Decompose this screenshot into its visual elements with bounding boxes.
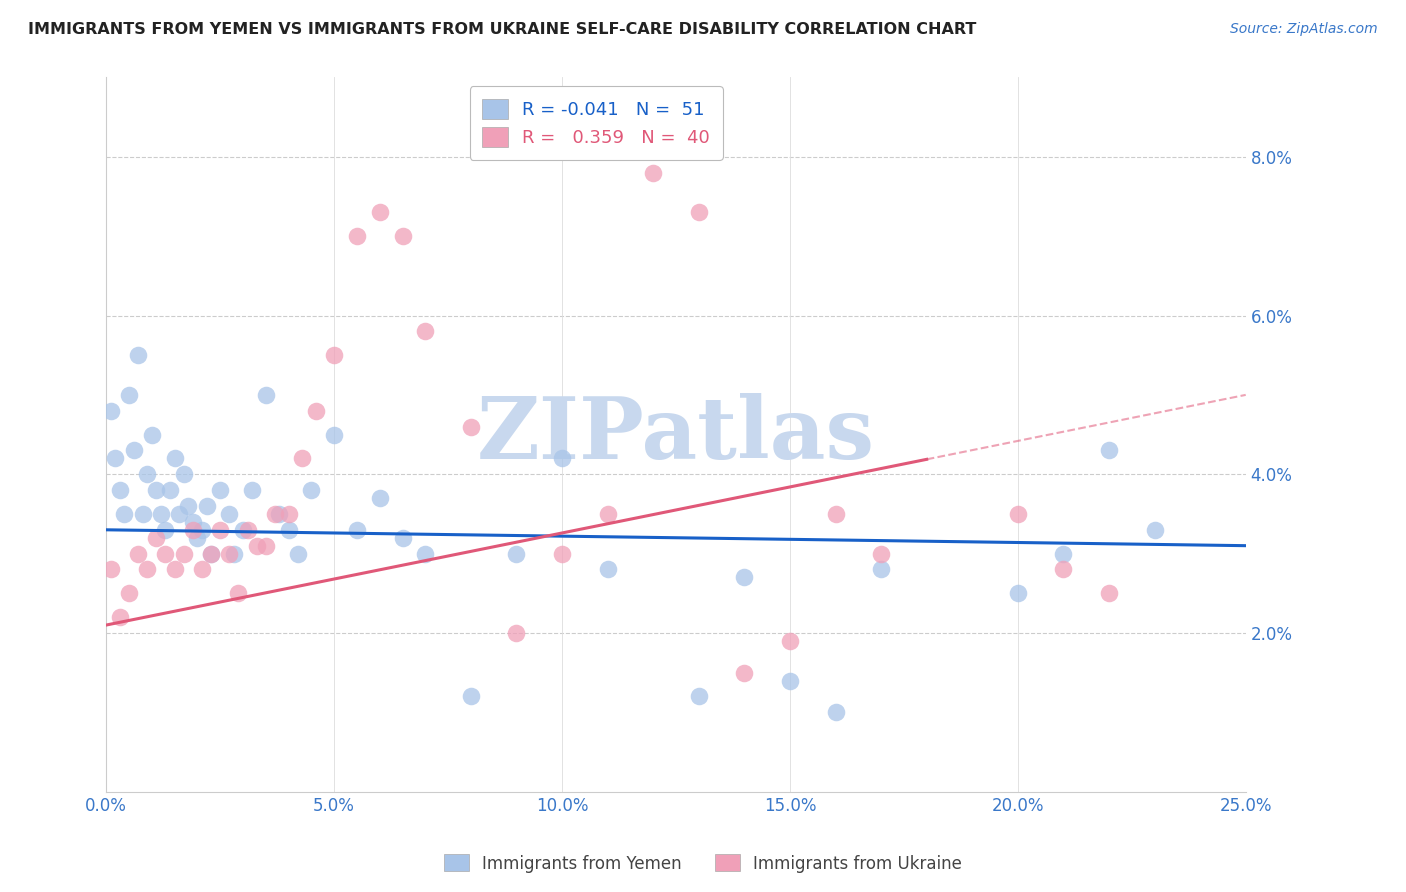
Point bbox=[688, 690, 710, 704]
Point bbox=[149, 507, 172, 521]
Point bbox=[779, 634, 801, 648]
Point bbox=[551, 451, 574, 466]
Point bbox=[173, 547, 195, 561]
Point bbox=[323, 427, 346, 442]
Point bbox=[155, 523, 177, 537]
Point bbox=[218, 547, 240, 561]
Point bbox=[127, 547, 149, 561]
Legend: R = -0.041   N =  51, R =   0.359   N =  40: R = -0.041 N = 51, R = 0.359 N = 40 bbox=[470, 87, 723, 160]
Point bbox=[264, 507, 287, 521]
Point bbox=[505, 547, 527, 561]
Point bbox=[1007, 507, 1029, 521]
Point bbox=[236, 523, 259, 537]
Point bbox=[413, 547, 436, 561]
Point bbox=[305, 403, 328, 417]
Point bbox=[1052, 547, 1074, 561]
Point bbox=[688, 205, 710, 219]
Point bbox=[228, 586, 250, 600]
Point bbox=[136, 467, 159, 482]
Point bbox=[246, 539, 269, 553]
Point bbox=[118, 586, 141, 600]
Text: ZIPatlas: ZIPatlas bbox=[477, 392, 875, 476]
Point bbox=[209, 523, 232, 537]
Point bbox=[145, 483, 167, 497]
Text: Source: ZipAtlas.com: Source: ZipAtlas.com bbox=[1230, 22, 1378, 37]
Point bbox=[824, 706, 846, 720]
Legend: Immigrants from Yemen, Immigrants from Ukraine: Immigrants from Yemen, Immigrants from U… bbox=[437, 847, 969, 880]
Point bbox=[323, 348, 346, 362]
Point bbox=[131, 507, 153, 521]
Point bbox=[643, 166, 665, 180]
Point bbox=[181, 523, 204, 537]
Point bbox=[108, 610, 131, 624]
Point bbox=[177, 499, 200, 513]
Point bbox=[127, 348, 149, 362]
Point bbox=[155, 547, 177, 561]
Point bbox=[191, 523, 214, 537]
Point bbox=[100, 562, 122, 576]
Point bbox=[346, 229, 368, 244]
Point bbox=[1098, 586, 1121, 600]
Point bbox=[200, 547, 222, 561]
Point bbox=[391, 531, 413, 545]
Point bbox=[368, 491, 391, 505]
Point bbox=[209, 483, 232, 497]
Point bbox=[596, 562, 619, 576]
Point bbox=[733, 570, 755, 584]
Point bbox=[163, 451, 186, 466]
Point bbox=[232, 523, 254, 537]
Point bbox=[779, 673, 801, 688]
Point bbox=[186, 531, 208, 545]
Point bbox=[1143, 523, 1166, 537]
Point bbox=[159, 483, 181, 497]
Point bbox=[240, 483, 263, 497]
Point bbox=[122, 443, 145, 458]
Point bbox=[460, 419, 482, 434]
Point bbox=[368, 205, 391, 219]
Point bbox=[346, 523, 368, 537]
Point bbox=[195, 499, 218, 513]
Point bbox=[505, 626, 527, 640]
Point bbox=[173, 467, 195, 482]
Text: IMMIGRANTS FROM YEMEN VS IMMIGRANTS FROM UKRAINE SELF-CARE DISABILITY CORRELATIO: IMMIGRANTS FROM YEMEN VS IMMIGRANTS FROM… bbox=[28, 22, 977, 37]
Point bbox=[269, 507, 291, 521]
Point bbox=[104, 451, 127, 466]
Point bbox=[136, 562, 159, 576]
Point bbox=[114, 507, 136, 521]
Point bbox=[108, 483, 131, 497]
Point bbox=[596, 507, 619, 521]
Point bbox=[218, 507, 240, 521]
Point bbox=[733, 665, 755, 680]
Point bbox=[145, 531, 167, 545]
Point bbox=[100, 403, 122, 417]
Point bbox=[141, 427, 163, 442]
Point bbox=[391, 229, 413, 244]
Point bbox=[460, 690, 482, 704]
Point bbox=[870, 562, 893, 576]
Point bbox=[181, 515, 204, 529]
Point bbox=[163, 562, 186, 576]
Point bbox=[191, 562, 214, 576]
Point bbox=[254, 539, 277, 553]
Point bbox=[222, 547, 245, 561]
Point bbox=[1007, 586, 1029, 600]
Point bbox=[870, 547, 893, 561]
Point bbox=[1052, 562, 1074, 576]
Point bbox=[1098, 443, 1121, 458]
Point bbox=[277, 523, 299, 537]
Point bbox=[254, 388, 277, 402]
Point bbox=[287, 547, 309, 561]
Point bbox=[299, 483, 322, 497]
Point bbox=[277, 507, 299, 521]
Point bbox=[824, 507, 846, 521]
Point bbox=[167, 507, 190, 521]
Point bbox=[551, 547, 574, 561]
Point bbox=[200, 547, 222, 561]
Point bbox=[118, 388, 141, 402]
Point bbox=[413, 325, 436, 339]
Point bbox=[291, 451, 314, 466]
